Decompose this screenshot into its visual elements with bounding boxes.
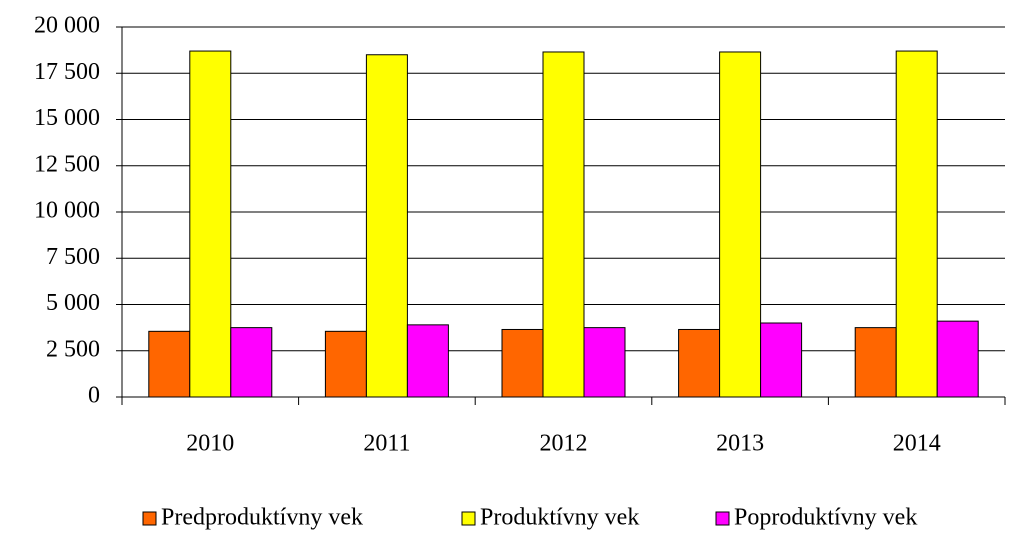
bar xyxy=(148,330,191,398)
y-tick-label: 12 500 xyxy=(34,151,100,177)
bar xyxy=(583,327,626,398)
x-tick-label: 2010 xyxy=(186,431,234,457)
y-tick-label: 17 500 xyxy=(34,59,100,85)
legend-swatch xyxy=(142,511,157,526)
legend-label: Predproduktívny vek xyxy=(161,505,363,531)
x-tick-label: 2012 xyxy=(540,431,588,457)
bar xyxy=(760,322,803,398)
bar xyxy=(854,327,897,398)
legend-label: Produktívny vek xyxy=(480,505,639,531)
y-tick-label: 5 000 xyxy=(46,290,100,316)
y-tick-label: 15 000 xyxy=(34,105,100,131)
x-tick-label: 2013 xyxy=(716,431,764,457)
bar xyxy=(895,50,938,398)
bar xyxy=(501,328,544,398)
bar xyxy=(936,320,979,398)
bar xyxy=(719,51,762,398)
bar xyxy=(230,327,273,398)
legend-swatch xyxy=(715,511,730,526)
bar xyxy=(189,50,232,398)
y-tick-label: 10 000 xyxy=(34,198,100,224)
bar xyxy=(678,328,721,398)
y-tick-label: 0 xyxy=(88,383,100,409)
y-tick-label: 7 500 xyxy=(46,244,100,270)
x-tick-label: 2011 xyxy=(363,431,410,457)
bar xyxy=(542,51,585,398)
legend-label: Poproduktívny vek xyxy=(734,505,917,531)
legend-swatch xyxy=(461,511,476,526)
y-tick-label: 2 500 xyxy=(46,336,100,362)
bar xyxy=(324,330,367,398)
bar xyxy=(406,324,449,398)
y-tick-label: 20 000 xyxy=(34,13,100,39)
bar xyxy=(365,54,408,398)
x-tick-label: 2014 xyxy=(893,431,941,457)
